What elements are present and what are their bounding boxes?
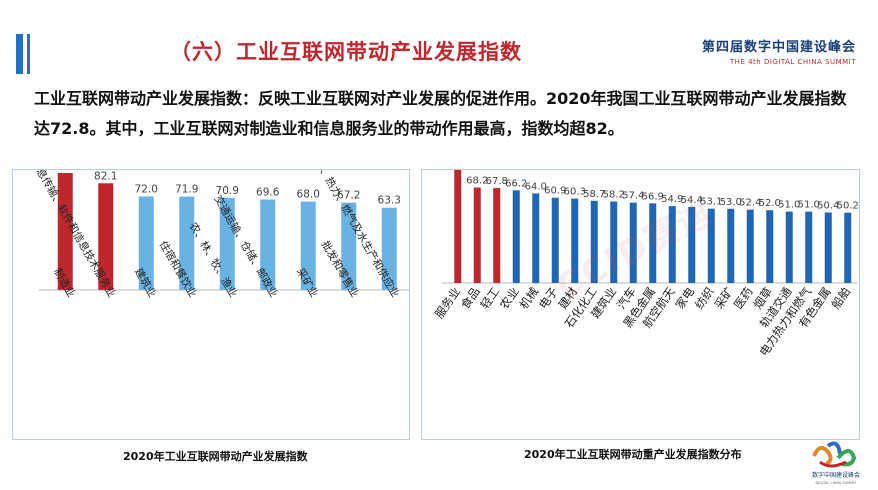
- accent-bar: [16, 34, 23, 74]
- bar: [473, 187, 481, 283]
- bar: [138, 196, 154, 290]
- logo-name-en: DIGITAL CHINA SUMMIT: [815, 481, 857, 485]
- bar: [610, 201, 618, 283]
- category-label: 纺织: [692, 285, 717, 312]
- bar: [454, 170, 462, 283]
- value-label: 50.4: [817, 200, 839, 211]
- value-label: 54.4: [681, 195, 703, 206]
- bar: [785, 211, 793, 283]
- bar: [707, 208, 715, 283]
- value-label: 66.2: [505, 178, 527, 189]
- bar: [341, 202, 357, 290]
- value-label: 90.0: [54, 170, 77, 172]
- left-chart-panel: 90.0制造业82.1信息传输、软件和信息技术服务业72.0建筑业71.9住宿和…: [12, 169, 410, 440]
- value-label: 51.0: [778, 200, 800, 211]
- summit-brand: 第四届数字中国建设峰会 THE 4th DIGITAL CHINA SUMMIT: [702, 36, 856, 66]
- bar: [381, 207, 397, 290]
- value-label: 58.2: [603, 190, 625, 201]
- category-label: 农业: [497, 285, 522, 312]
- bar: [844, 212, 852, 283]
- bar: [805, 211, 813, 283]
- bar: [766, 210, 774, 283]
- bar: [300, 201, 316, 290]
- value-label: 63.3: [378, 195, 401, 207]
- left-chart-caption: 2020年工业互联网带动产业发展指数: [123, 450, 308, 463]
- value-label: 58.7: [583, 189, 605, 200]
- intro-text: 工业互联网带动产业发展指数：反映工业互联网对产业发展的促进作用。2020年我国工…: [34, 89, 847, 138]
- category-label: 制造业: [51, 266, 78, 300]
- value-label: 53.1: [700, 197, 722, 208]
- value-label: 64.0: [525, 181, 547, 192]
- value-label: 71.9: [175, 184, 198, 196]
- value-label: 54.9: [661, 194, 683, 205]
- brand-name-cn: 第四届数字中国建设峰会: [701, 40, 856, 55]
- bar: [688, 206, 696, 283]
- summit-logo-icon: 数字中国建设峰会 DIGITAL CHINA SUMMIT: [812, 441, 860, 485]
- bar: [219, 197, 235, 290]
- category-label: 机械: [517, 284, 542, 311]
- slide-title: （六）工业互联网带动产业发展指数: [170, 40, 522, 64]
- category-label: 采矿: [712, 285, 737, 312]
- bar: [179, 196, 195, 290]
- category-label: 食品: [458, 285, 483, 312]
- right-bar-chart: 88.9服务业68.2食品67.8轻工66.2农业64.0机械60.9电子60.…: [432, 170, 859, 359]
- value-label: 68.0: [297, 189, 320, 201]
- value-label: 60.3: [564, 187, 586, 198]
- value-label: 53.0: [720, 197, 742, 208]
- bar: [668, 206, 676, 283]
- value-label: 52.4: [739, 198, 761, 209]
- brand-name-en: THE 4th DIGITAL CHINA SUMMIT: [729, 58, 856, 66]
- value-label: 67.2: [337, 190, 360, 202]
- value-label: 68.2: [466, 176, 488, 187]
- value-label: 82.1: [94, 170, 117, 182]
- category-label: 轻工: [478, 285, 503, 312]
- value-label: 67.8: [486, 176, 508, 187]
- category-label: 电子: [536, 285, 561, 312]
- bar: [551, 197, 559, 283]
- bar: [98, 183, 114, 290]
- value-label: 57.4: [622, 191, 644, 202]
- value-label: 72.0: [135, 183, 158, 195]
- right-chart-caption: 2020年工业互联网带动重产业发展指数分布: [524, 448, 742, 461]
- bar: [649, 203, 657, 283]
- category-label: 船舶: [829, 285, 854, 312]
- value-label: 70.9: [216, 185, 239, 197]
- category-label: 采矿业: [294, 266, 321, 300]
- bar: [629, 202, 637, 283]
- value-label: 60.9: [544, 186, 566, 197]
- value-label: 52.0: [759, 198, 781, 209]
- value-label: 69.6: [256, 187, 280, 199]
- bar: [571, 198, 579, 283]
- right-chart-panel: 88.9服务业68.2食品67.8轻工66.2农业64.0机械60.9电子60.…: [421, 169, 860, 440]
- value-label: 50.2: [837, 201, 859, 212]
- logo-name-cn: 数字中国建设峰会: [812, 471, 860, 479]
- accent-bar-thin: [27, 34, 30, 74]
- category-label: 家电: [673, 284, 698, 311]
- value-label: 56.9: [642, 191, 664, 202]
- bar: [746, 209, 754, 283]
- bar: [57, 173, 73, 290]
- bar: [824, 212, 832, 283]
- value-label: 51.0: [798, 200, 820, 211]
- left-bar-chart: 90.0制造业82.1信息传输、软件和信息技术服务业72.0建筑业71.9住宿和…: [28, 170, 409, 300]
- bar: [532, 193, 540, 283]
- category-label: 医药: [731, 285, 756, 312]
- bar: [493, 188, 501, 283]
- bar: [260, 199, 276, 290]
- category-label: 建筑业: [132, 266, 159, 300]
- bar: [512, 190, 520, 283]
- bar: [727, 208, 735, 283]
- bar: [590, 200, 598, 283]
